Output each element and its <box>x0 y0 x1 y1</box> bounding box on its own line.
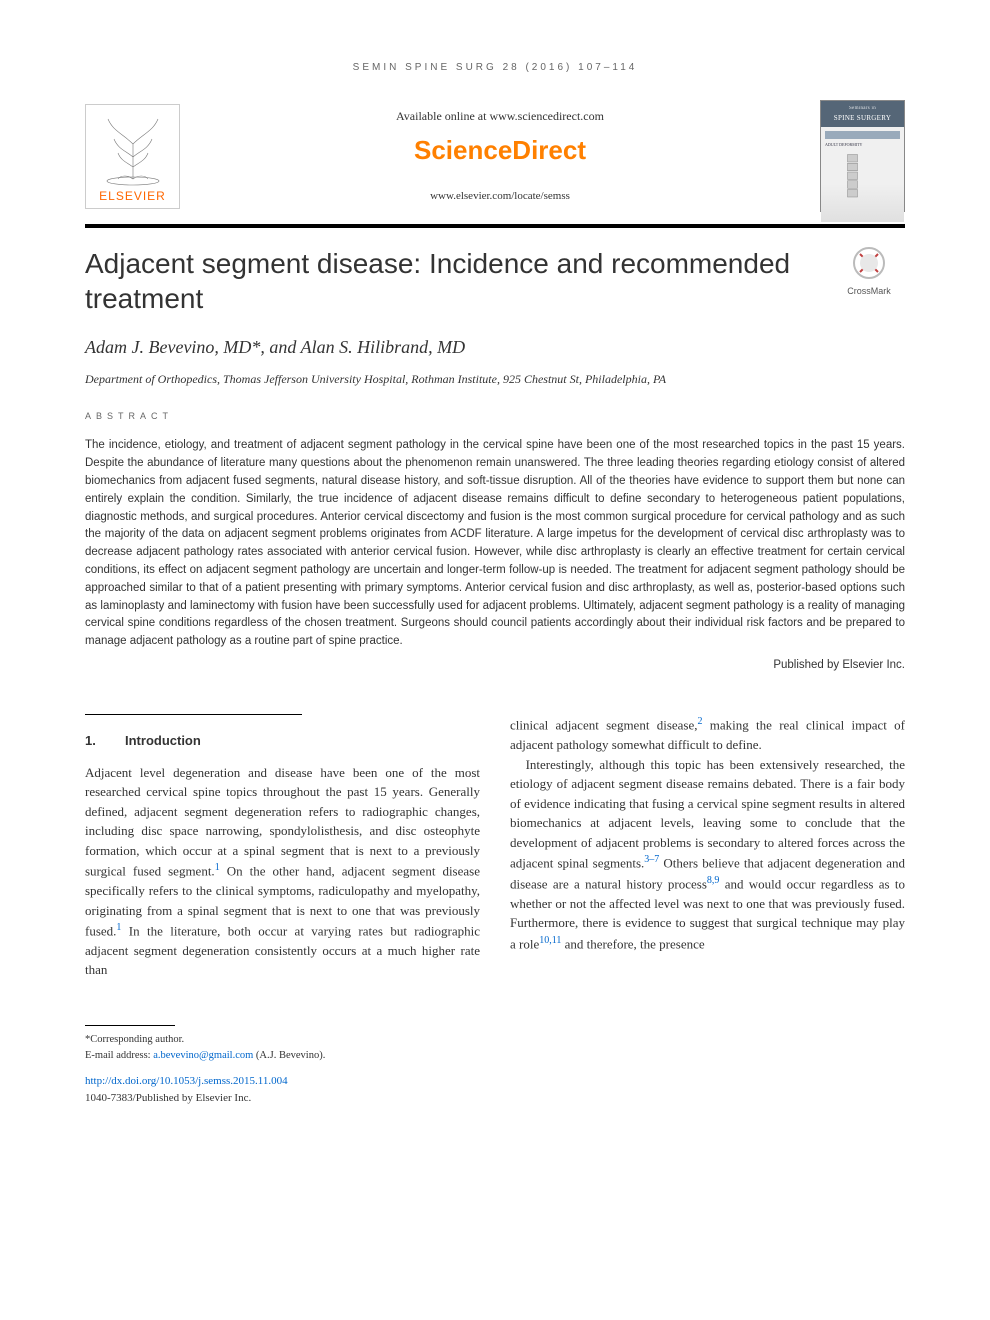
running-header: SEMIN SPINE SURG 28 (2016) 107–114 <box>85 60 905 75</box>
crossmark-badge[interactable]: CrossMark <box>833 246 905 298</box>
email-line: E-mail address: a.bevevino@gmail.com (A.… <box>85 1048 480 1064</box>
abstract-label: ABSTRACT <box>85 410 905 424</box>
author-line: Adam J. Bevevino, MD*, and Alan S. Hilib… <box>85 334 905 361</box>
elsevier-tree-icon <box>88 109 178 187</box>
article-title: Adjacent segment disease: Incidence and … <box>85 246 833 316</box>
ref-link[interactable]: 3–7 <box>644 854 659 865</box>
masthead: ELSEVIER Available online at www.science… <box>85 100 905 212</box>
masthead-center: Available online at www.sciencedirect.co… <box>180 107 820 205</box>
section-heading: 1.Introduction <box>85 731 480 751</box>
issn-line: 1040-7383/Published by Elsevier Inc. <box>85 1090 480 1107</box>
section-title: Introduction <box>125 733 201 748</box>
publisher-line: Published by Elsevier Inc. <box>85 657 905 674</box>
section-number: 1. <box>85 731 125 751</box>
section-rule <box>85 714 302 715</box>
affiliation: Department of Orthopedics, Thomas Jeffer… <box>85 371 905 388</box>
body-paragraph: clinical adjacent segment disease,2 maki… <box>510 714 905 754</box>
body-columns: 1.Introduction Adjacent level degenerati… <box>85 714 905 1106</box>
elsevier-logo: ELSEVIER <box>85 104 180 209</box>
column-right: clinical adjacent segment disease,2 maki… <box>510 714 905 1106</box>
ref-link[interactable]: 10,11 <box>539 935 561 946</box>
email-link[interactable]: a.bevevino@gmail.com <box>153 1050 253 1061</box>
crossmark-label: CrossMark <box>833 285 905 299</box>
body-paragraph: Interestingly, although this topic has b… <box>510 755 905 954</box>
journal-url[interactable]: www.elsevier.com/locate/semss <box>180 188 820 205</box>
cover-topic: ADULT DEFORMITY <box>825 142 900 148</box>
available-online-line: Available online at www.sciencedirect.co… <box>180 107 820 125</box>
cover-pretitle: Seminars in <box>823 105 902 113</box>
corresponding-author: *Corresponding author. <box>85 1032 480 1048</box>
crossmark-icon <box>852 246 886 280</box>
footnotes: *Corresponding author. E-mail address: a… <box>85 1025 480 1107</box>
journal-cover-thumbnail: Seminars in SPINE SURGERY ADULT DEFORMIT… <box>820 100 905 212</box>
doi-link[interactable]: http://dx.doi.org/10.1053/j.semss.2015.1… <box>85 1075 288 1087</box>
cover-title: SPINE SURGERY <box>823 113 902 124</box>
abstract-text: The incidence, etiology, and treatment o… <box>85 437 905 651</box>
elsevier-wordmark: ELSEVIER <box>99 187 166 208</box>
title-rule <box>85 224 905 228</box>
sciencedirect-logo[interactable]: ScienceDirect <box>180 131 820 170</box>
column-left: 1.Introduction Adjacent level degenerati… <box>85 714 480 1106</box>
body-paragraph: Adjacent level degeneration and disease … <box>85 763 480 980</box>
footnote-rule <box>85 1025 175 1026</box>
ref-link[interactable]: 8,9 <box>707 875 720 886</box>
